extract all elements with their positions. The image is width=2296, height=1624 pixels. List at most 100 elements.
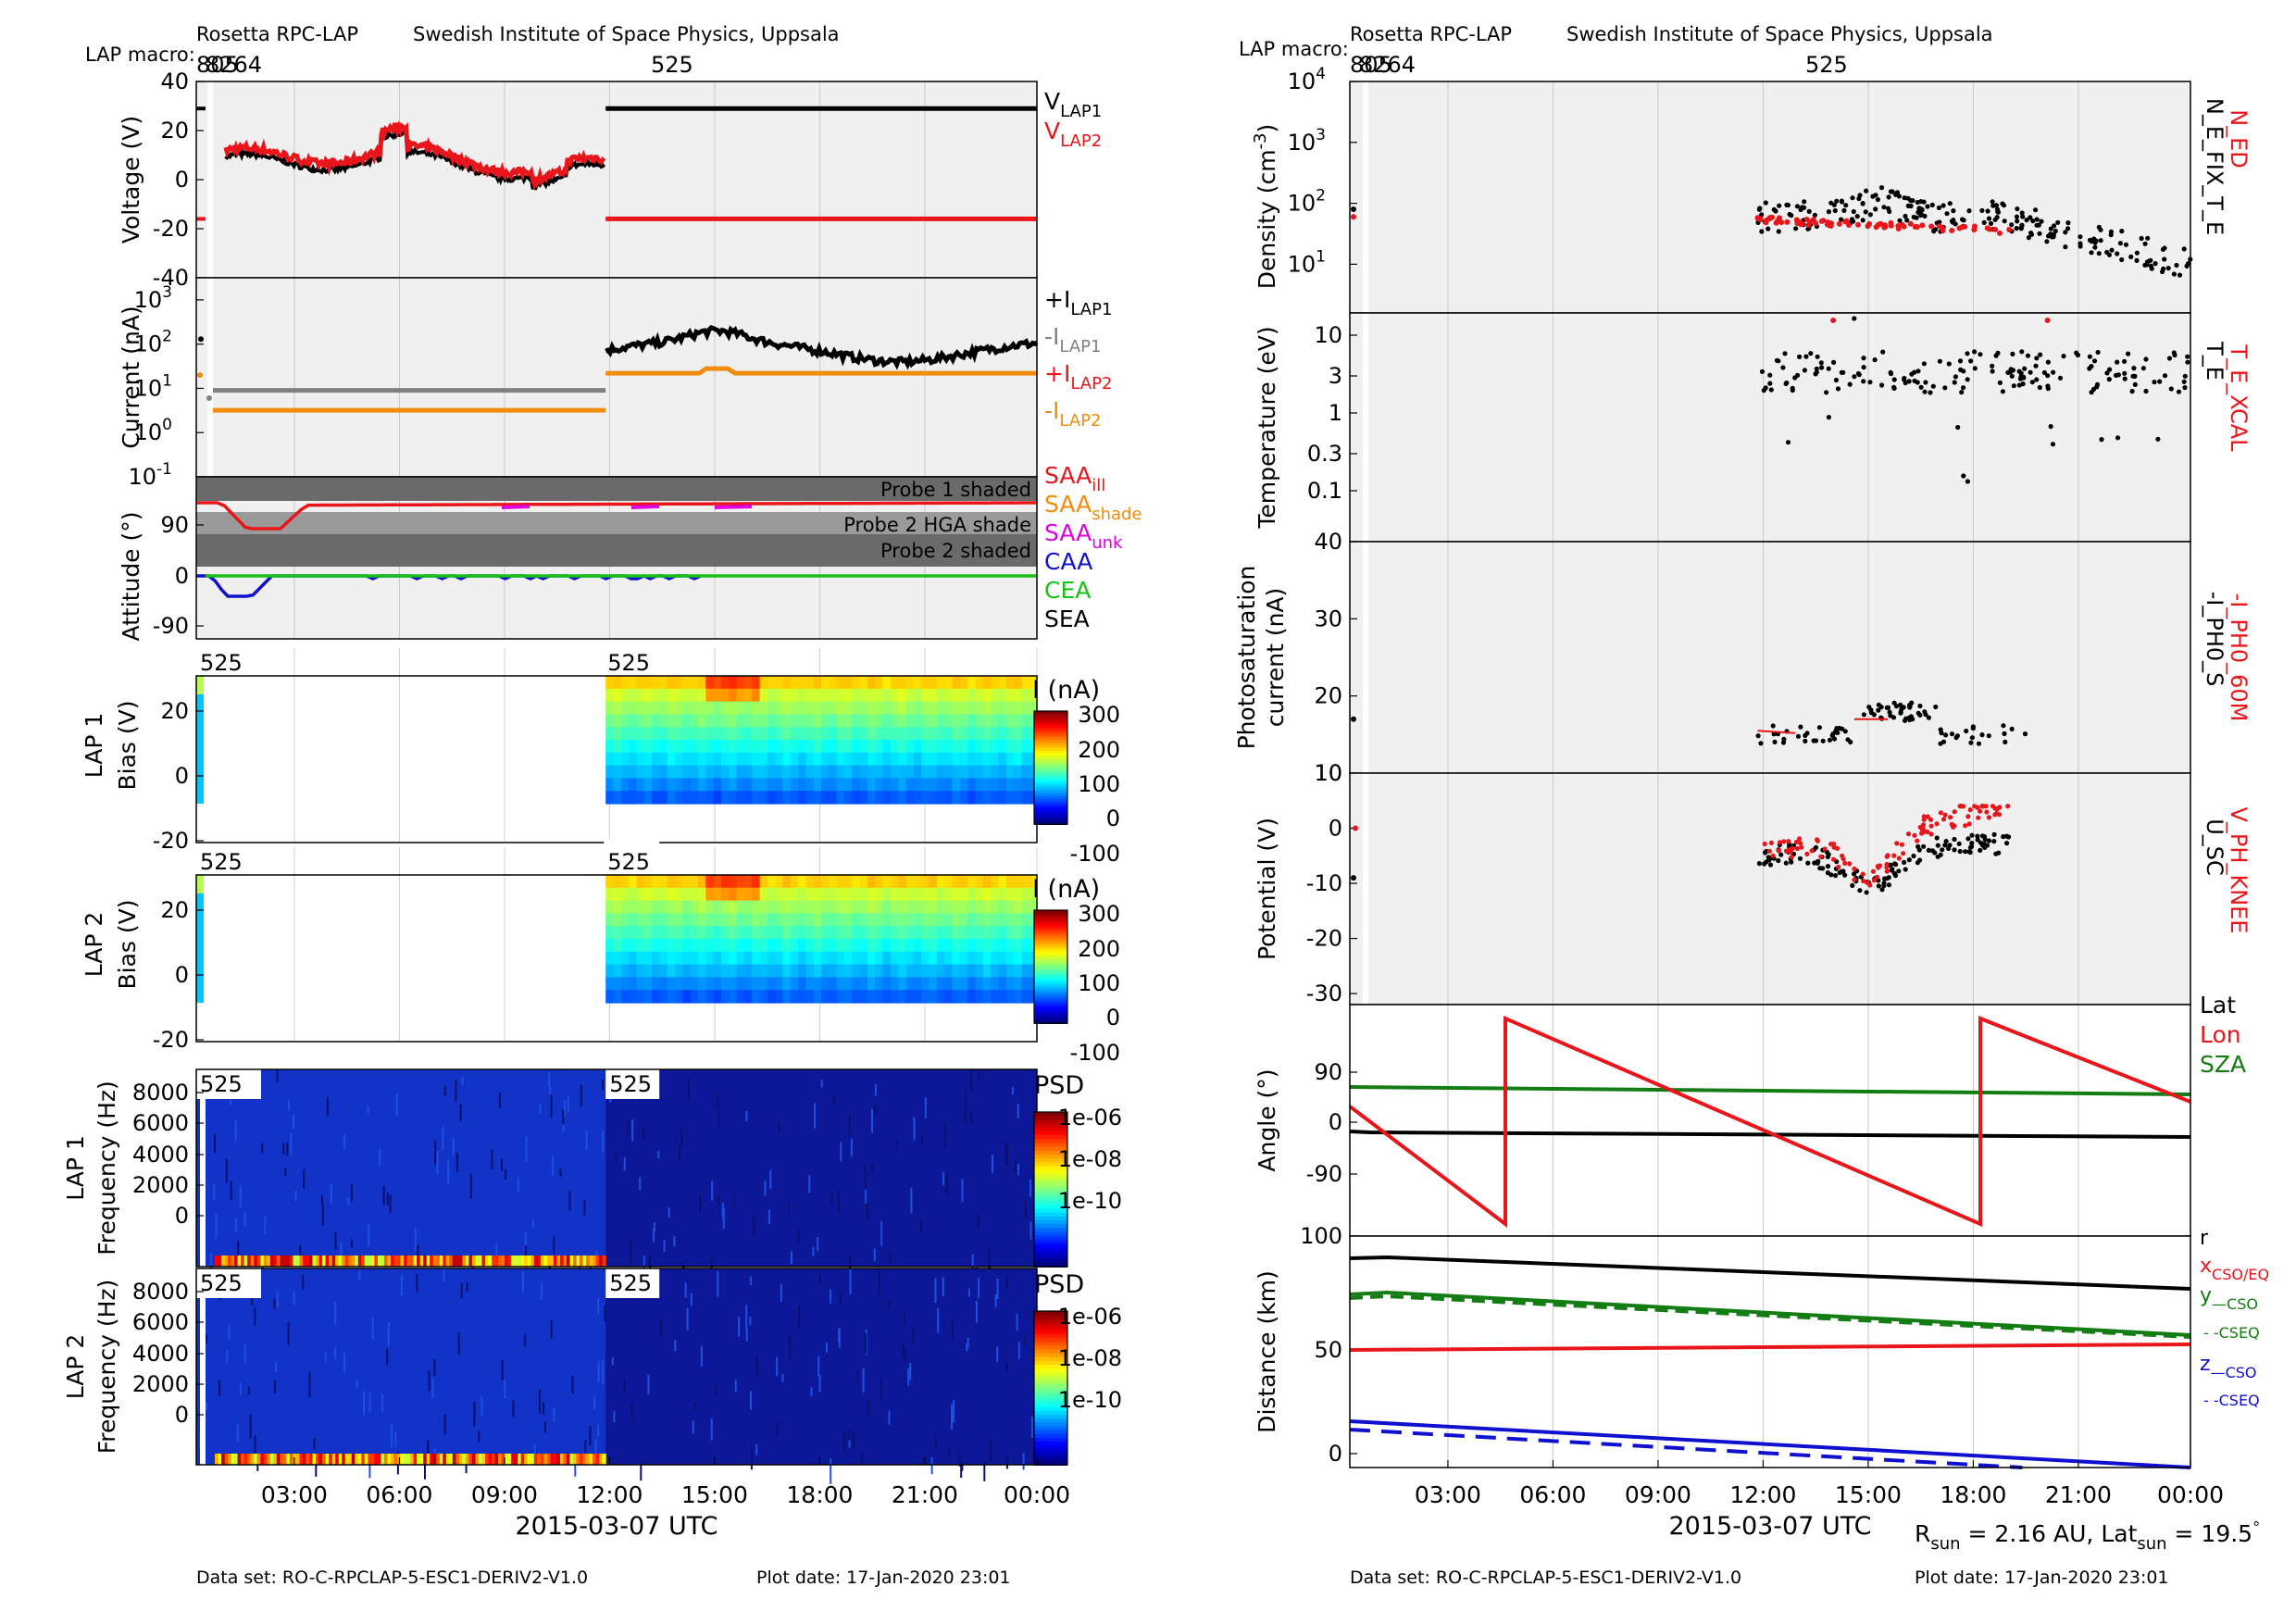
sweep1-panel-cell (829, 676, 838, 690)
sweep1-panel-cell (805, 765, 815, 779)
psd1-panel-cbar-cell (1034, 1131, 1067, 1137)
psd1-panel-speckle (920, 1218, 922, 1233)
psd2-panel-cbar-cell (1034, 1345, 1067, 1351)
data-point (1836, 220, 1842, 227)
sweep2-panel-cell (736, 913, 745, 927)
sweep1-panel-cell (1029, 765, 1038, 779)
sweep1-panel-cell (844, 676, 853, 690)
sweep2-panel-cell (836, 900, 845, 914)
sweep1-panel-early-strip (196, 676, 204, 804)
sweep2-panel-cell (891, 977, 899, 991)
sweep2-panel-cell (636, 900, 645, 914)
data-point (1834, 198, 1840, 204)
data-point (1882, 876, 1888, 881)
psd1-panel-speckle (568, 1191, 571, 1210)
psd2-panel-speckle (848, 1440, 851, 1448)
sweep2-panel-cell (652, 900, 660, 914)
sweep1-panel-cell (859, 701, 868, 715)
psd1-panel-speckle (1011, 1087, 1014, 1095)
psd1-panel-speckle (977, 1213, 980, 1230)
sweep2-panel-cell (613, 887, 622, 902)
sweep1-panel-cell (998, 740, 1007, 754)
psd1-panel-cbar-cell (1034, 1177, 1067, 1183)
data-point (1766, 848, 1772, 854)
data-point (2037, 231, 2042, 236)
sweep1-panel-cell (629, 765, 637, 779)
sweep1-panel-cell (905, 727, 915, 741)
data-point (1873, 224, 1879, 231)
sweep2-panel-cbar-cell (1034, 910, 1067, 915)
psd2-panel-speckle (334, 1302, 337, 1325)
psd1-panel-speckle (469, 1174, 472, 1199)
data-point (1826, 415, 1831, 420)
psd2-panel-speckle (996, 1346, 999, 1363)
psd2-panel-cbar-cell (1034, 1422, 1067, 1428)
sweep2-panel-cell (652, 964, 660, 978)
sweep1-panel-cell (613, 714, 622, 728)
psd2-panel-speckle (541, 1283, 543, 1300)
psd1-panel-low-freq (404, 1255, 408, 1267)
sweep1-panel-cell (821, 740, 830, 754)
data-point (2143, 356, 2149, 362)
data-point (1892, 873, 1899, 879)
psd1-panel-low-freq (563, 1255, 568, 1267)
psd1-panel-speckle (330, 1184, 332, 1205)
sweep2-panel-cell (1014, 926, 1022, 940)
data-point (2022, 731, 2028, 737)
sweep1-panel-cbar-cell (1034, 812, 1067, 817)
sweep1-panel-cell (752, 778, 761, 792)
sweep2-panel-cbar-cell (1034, 997, 1067, 1002)
sweep2-panel-cell (982, 900, 992, 914)
sweep1-panel-cell (767, 791, 776, 805)
psd1-panel-speckle (711, 1181, 714, 1201)
psd1-panel-speckle (343, 1134, 345, 1150)
sweep1-panel-cell (682, 740, 692, 754)
data-point (1842, 872, 1848, 878)
psd2-panel-low-freq (443, 1454, 447, 1465)
data-point (1891, 853, 1897, 858)
sweep1-panel-cell (891, 727, 899, 741)
sweep2-panel-cell (636, 887, 645, 902)
sweep2-panel-cell (905, 951, 915, 966)
sweep2-panel-cell (729, 977, 738, 991)
psd1-panel-low-freq (276, 1255, 281, 1267)
sweep2-panel-cbar-cell (1034, 994, 1067, 999)
distance-legend-2: y—CSO (2200, 1284, 2258, 1313)
data-point (1885, 705, 1891, 711)
sweep2-panel-cbar-cell (1034, 955, 1067, 959)
data-point (1957, 848, 1963, 855)
psd1-panel-cbar-cell (1034, 1201, 1067, 1206)
sweep2-panel-cell (775, 926, 784, 940)
sweep1-panel-cell (798, 714, 806, 728)
data-point (1942, 812, 1948, 818)
sweep2-panel-cell (982, 913, 992, 927)
psd1-panel-speckle (395, 1093, 398, 1117)
sweep2-panel-cell (891, 964, 899, 978)
psd1-panel-low-freq (280, 1255, 284, 1267)
data-point (1965, 351, 1970, 356)
psd2-panel-speckle (966, 1343, 968, 1352)
sweep2-panel-cell (790, 875, 799, 889)
data-point (2078, 234, 2083, 240)
psd1-panel-speckle (680, 1129, 683, 1146)
psd2-panel-low-freq (404, 1454, 408, 1465)
sweep2-panel-cell (821, 913, 830, 927)
sweep2-panel-cell (829, 977, 838, 991)
potential-ytick-label: -30 (1306, 981, 1342, 1006)
data-point (1880, 349, 1886, 355)
psd1-panel-speckle (303, 1169, 306, 1189)
psd2-panel-speckle (416, 1274, 418, 1293)
psd2-panel-speckle (755, 1444, 758, 1455)
sweep2-panel-cell (1005, 951, 1015, 966)
gap-strip (1363, 313, 1368, 542)
sweep2-panel-cell (629, 964, 637, 978)
psd2-panel-low-freq (533, 1454, 538, 1465)
psd2-panel-low-freq (241, 1454, 245, 1465)
psd1-panel-speckle (865, 1190, 867, 1204)
psd1-panel-low-freq (462, 1255, 467, 1267)
psd2-panel-low-freq (306, 1454, 310, 1465)
data-point (2019, 349, 2025, 355)
sweep2-panel-cell (643, 951, 653, 966)
data-point (2104, 370, 2110, 376)
sweep2-panel-cell (829, 951, 838, 966)
